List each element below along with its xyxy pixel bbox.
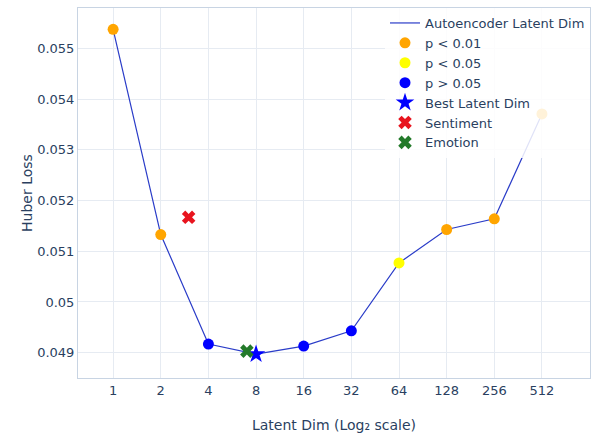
svg-text:Latent Dim (Log₂ scale): Latent Dim (Log₂ scale) xyxy=(252,417,416,433)
svg-text:64: 64 xyxy=(391,383,408,398)
svg-text:8: 8 xyxy=(252,383,260,398)
svg-text:32: 32 xyxy=(343,383,360,398)
svg-text:Huber Loss: Huber Loss xyxy=(19,154,35,232)
svg-text:Best Latent Dim: Best Latent Dim xyxy=(425,96,530,111)
svg-text:0.05: 0.05 xyxy=(45,295,74,310)
svg-text:4: 4 xyxy=(204,383,212,398)
svg-text:512: 512 xyxy=(530,383,555,398)
svg-text:0.055: 0.055 xyxy=(37,41,74,56)
svg-text:256: 256 xyxy=(482,383,507,398)
svg-text:p < 0.05: p < 0.05 xyxy=(425,56,481,71)
svg-text:p > 0.05: p > 0.05 xyxy=(425,76,481,91)
svg-text:0.054: 0.054 xyxy=(37,92,74,107)
svg-text:0.049: 0.049 xyxy=(37,345,74,360)
svg-text:0.052: 0.052 xyxy=(37,193,74,208)
svg-text:0.051: 0.051 xyxy=(37,244,74,259)
svg-text:Autoencoder Latent Dim: Autoencoder Latent Dim xyxy=(425,16,584,31)
svg-text:p < 0.01: p < 0.01 xyxy=(425,36,481,51)
svg-text:Sentiment: Sentiment xyxy=(425,116,492,131)
svg-text:1: 1 xyxy=(109,383,117,398)
svg-text:2: 2 xyxy=(157,383,165,398)
svg-text:Emotion: Emotion xyxy=(425,135,479,150)
svg-text:128: 128 xyxy=(434,383,459,398)
svg-text:16: 16 xyxy=(295,383,312,398)
svg-text:0.053: 0.053 xyxy=(37,142,74,157)
